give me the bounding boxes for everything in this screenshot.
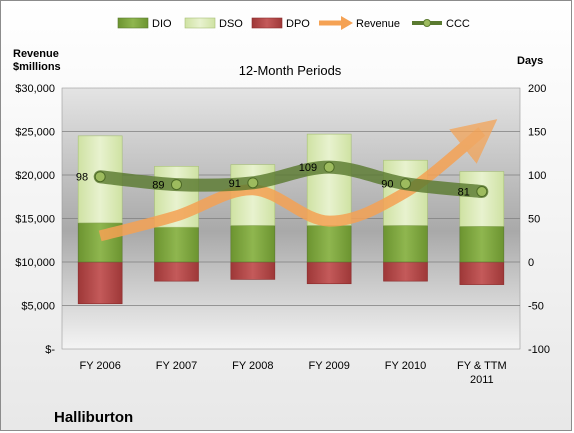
legend-swatch-dso <box>184 17 216 29</box>
left-axis-title-line1: Revenue <box>13 48 59 60</box>
legend-label-ccc: CCC <box>446 18 470 30</box>
left-tick-label: $30,000 <box>15 83 55 95</box>
right-tick-label: 150 <box>528 127 546 139</box>
right-axis-ticks: -100 -50 0 50 100 150 200 <box>528 83 550 356</box>
bar-dio <box>230 225 276 263</box>
right-tick-label: 100 <box>528 170 546 182</box>
legend-swatch-ccc <box>412 19 442 27</box>
x-tick-label: FY 2006 <box>79 360 120 372</box>
bar-dio <box>459 226 505 263</box>
legend-label-dpo: DPO <box>286 18 310 30</box>
left-tick-label: $15,000 <box>15 214 55 226</box>
ccc-data-label: 90 <box>381 179 393 191</box>
company-name: Halliburton <box>54 409 133 426</box>
legend-label-dio: DIO <box>152 18 172 30</box>
ccc-point <box>247 177 259 189</box>
right-tick-label: -50 <box>528 301 544 313</box>
ccc-data-label: 91 <box>229 178 241 190</box>
x-tick-label: 2011 <box>470 374 494 386</box>
ccc-series: 98 89 91 109 90 81 <box>76 160 489 199</box>
chart-subtitle: 12-Month Periods <box>239 63 342 78</box>
ccc-line <box>93 160 489 199</box>
left-tick-label: $- <box>45 344 55 356</box>
bar-dio <box>306 225 352 263</box>
legend-swatch-dio <box>117 17 149 29</box>
right-tick-label: 0 <box>528 257 534 269</box>
ccc-data-label: 109 <box>299 162 317 174</box>
x-axis-ticks: FY 2006 FY 2007 FY 2008 FY 2009 FY 2010 FY & … <box>79 360 506 386</box>
bar-dpo <box>230 261 276 280</box>
ccc-data-label: 98 <box>76 172 88 184</box>
left-axis-title-line2: $millions <box>13 61 61 73</box>
x-tick-label: FY 2007 <box>156 360 197 372</box>
right-axis-title: Days <box>517 55 543 67</box>
legend-swatch-revenue <box>319 16 353 30</box>
ccc-point <box>323 161 335 173</box>
left-tick-label: $5,000 <box>21 301 55 313</box>
ccc-point <box>476 186 488 198</box>
left-tick-label: $20,000 <box>15 170 55 182</box>
bar-dpo <box>154 261 199 282</box>
left-tick-label: $10,000 <box>15 257 55 269</box>
legend-label-dso: DSO <box>219 18 243 30</box>
right-tick-label: 50 <box>528 214 540 226</box>
x-tick-label: FY 2010 <box>385 360 426 372</box>
ccc-point <box>94 171 106 183</box>
bar-dpo <box>383 261 428 282</box>
bar-dpo <box>77 261 123 305</box>
bar-dio <box>154 226 199 263</box>
bar-dpo <box>306 261 352 285</box>
left-tick-label: $25,000 <box>15 127 55 139</box>
ccc-point <box>400 178 411 190</box>
x-tick-label: FY 2009 <box>308 360 349 372</box>
legend: DIO DSO DPO Revenue CCC <box>117 16 470 30</box>
bar-dso <box>459 171 505 227</box>
ccc-data-label: 89 <box>152 180 164 192</box>
ccc-data-label: 81 <box>458 187 470 199</box>
x-tick-label: FY 2008 <box>232 360 273 372</box>
bar-dpo <box>459 261 505 285</box>
left-axis-ticks: $- $5,000 $10,000 $15,000 $20,000 $25,000 $30,… <box>15 83 55 356</box>
right-tick-label: -100 <box>528 344 550 356</box>
legend-swatch-dpo <box>251 17 283 29</box>
legend-label-revenue: Revenue <box>356 18 400 30</box>
x-tick-label: FY & TTM <box>457 360 507 372</box>
bar-dio <box>383 225 428 263</box>
right-tick-label: 200 <box>528 83 546 95</box>
bar-dso <box>306 133 352 226</box>
ccc-point <box>171 179 182 191</box>
